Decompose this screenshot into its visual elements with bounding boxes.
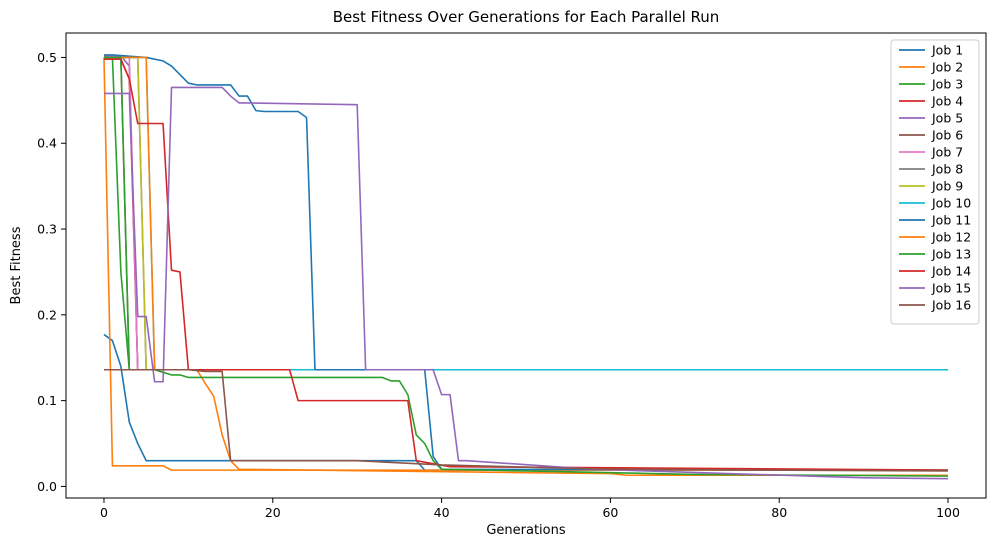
x-tick-label: 60: [602, 505, 618, 520]
legend-entry: Job 16: [931, 298, 971, 313]
x-tick-label: 0: [100, 505, 108, 520]
legend-entry: Job 10: [931, 196, 971, 211]
x-tick-label: 20: [265, 505, 281, 520]
series-line-job-16: [103, 368, 949, 472]
legend-entry: Job 4: [931, 94, 963, 109]
series-line-job-1: [103, 333, 949, 471]
legend-entry: Job 14: [931, 264, 971, 279]
x-tick-label: 100: [936, 505, 960, 520]
series-lines: [103, 54, 949, 480]
plot-area: [65, 32, 987, 499]
plot-frame: [65, 32, 987, 499]
x-axis-label: Generations: [486, 523, 566, 538]
x-tick-label: 80: [771, 505, 787, 520]
legend-entry: Job 11: [931, 213, 971, 228]
legend-entry: Job 3: [931, 77, 963, 92]
legend-entry: Job 7: [931, 145, 963, 160]
y-axis-label: Best Fitness: [9, 226, 24, 304]
y-tick-label: 0.4: [37, 136, 57, 151]
legend-box: [890, 39, 980, 325]
legend-entry: Job 1: [931, 43, 963, 58]
legend-entry: Job 5: [931, 111, 963, 126]
x-tick-label: 40: [434, 505, 450, 520]
legend-entry: Job 6: [931, 128, 963, 143]
legend-entry: Job 12: [931, 230, 971, 245]
legend-entry: Job 2: [931, 60, 963, 75]
y-tick-label: 0.1: [37, 393, 57, 408]
legend-entry: Job 9: [931, 179, 963, 194]
legend-entry: Job 15: [931, 281, 971, 296]
y-tick-label: 0.0: [37, 479, 57, 494]
y-axis: 0.0 0.1 0.2 0.3 0.4 0.5: [37, 50, 66, 494]
y-tick-label: 0.2: [37, 307, 57, 322]
series-line-job-14: [103, 58, 949, 471]
series-line-job-15: [103, 86, 949, 480]
legend-entry: Job 13: [931, 247, 971, 262]
y-tick-label: 0.5: [37, 50, 57, 65]
legend: Job 1 Job 2 Job 3 Job 4 Job 5 Job 6 Job 7 Job 8…: [890, 39, 980, 325]
x-axis: 0 20 40 60 80 100: [100, 498, 960, 520]
series-line-job-2: [103, 57, 949, 471]
legend-entry: Job 8: [931, 162, 963, 177]
chart-title: Best Fitness Over Generations for Each P…: [333, 8, 720, 26]
y-tick-label: 0.3: [37, 222, 57, 237]
